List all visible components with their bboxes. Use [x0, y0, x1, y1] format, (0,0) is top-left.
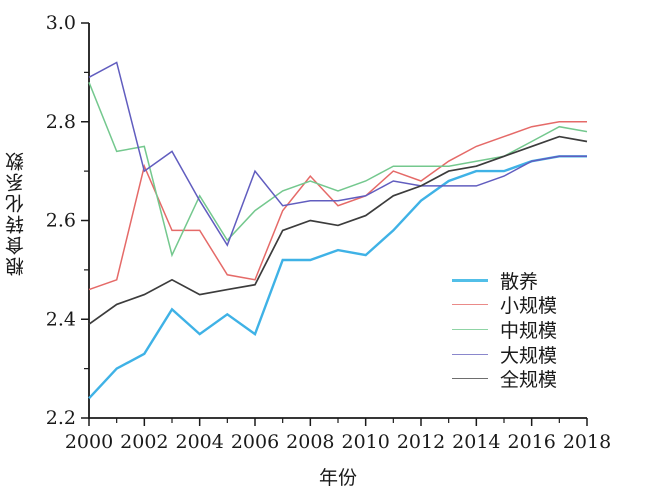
series-line-小规模 [88, 121, 587, 291]
legend-item: 全规模 [452, 366, 557, 391]
x-tick-label: 2018 [563, 431, 611, 453]
series-line-全规模 [88, 135, 588, 325]
legend-label: 小规模 [500, 295, 558, 318]
series-line-大规模 [88, 61, 587, 247]
legend-item: 小规模 [452, 293, 558, 318]
legend-line-swatch [452, 278, 488, 282]
y-tick-label: 2.6 [46, 210, 76, 232]
legend-item: 散养 [452, 268, 557, 293]
legend-label: 大规模 [500, 344, 558, 367]
x-tick-label: 2014 [452, 431, 500, 453]
legend-label: 全规模 [500, 369, 558, 392]
x-tick-label: 2012 [397, 431, 445, 453]
legend-line-swatch [452, 378, 488, 380]
x-tick-label: 2006 [231, 431, 279, 453]
x-tick-label: 2004 [175, 431, 223, 453]
x-tick-label: 2002 [120, 431, 168, 453]
y-tick-label: 2.2 [46, 407, 76, 429]
series-line-散养 [88, 155, 587, 400]
legend-line-swatch [452, 328, 488, 330]
legend-item: 中规模 [452, 317, 557, 342]
legend-label: 中规模 [500, 319, 558, 342]
legend: 散养 小规模 中规模 大规模 全规模 [452, 268, 557, 391]
legend-item: 大规模 [452, 342, 557, 367]
x-axis-title: 年份 [318, 467, 357, 489]
y-tick-label: 2.4 [46, 308, 76, 330]
x-tick-label: 2010 [341, 431, 389, 453]
y-tick-label: 3.0 [46, 12, 76, 34]
legend-label: 散养 [500, 270, 539, 293]
x-tick-label: 2000 [65, 431, 113, 453]
legend-line-swatch [452, 353, 488, 355]
y-tick-label: 2.8 [46, 111, 76, 133]
x-tick-label: 2008 [286, 431, 334, 453]
y-axis-title: 粮食转化系数 [5, 150, 27, 276]
x-tick-label: 2016 [507, 431, 555, 453]
legend-line-swatch [452, 304, 488, 306]
